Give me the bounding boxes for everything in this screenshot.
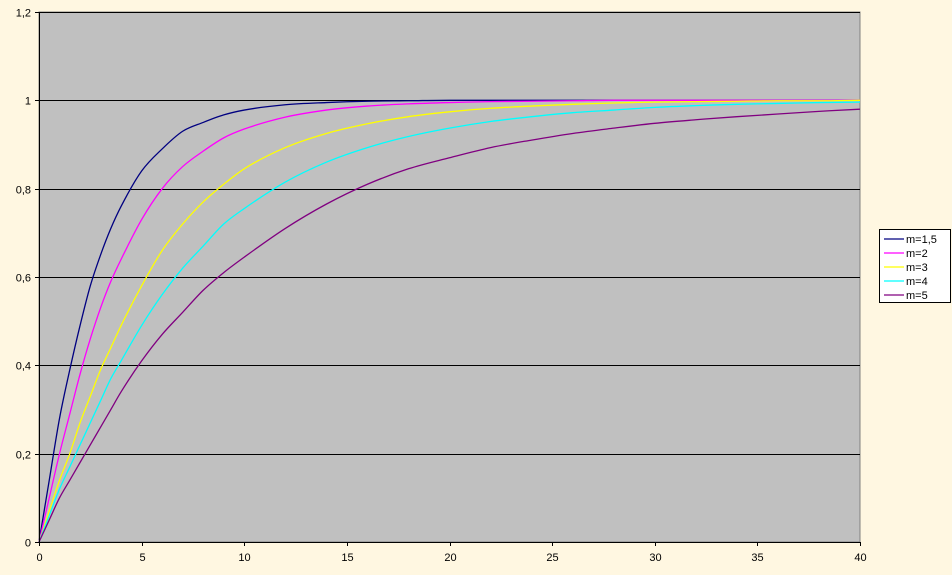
y-tick-label: 0,2 [16, 450, 31, 462]
series-line-5 [38, 108, 861, 543]
x-tick-label: 0 [36, 552, 42, 564]
y-tick-label: 0 [25, 538, 31, 550]
legend: m=1,5 m=2 m=3 m=4 m=5 [879, 229, 951, 303]
x-tick-label: 40 [854, 552, 866, 564]
series-line-3 [38, 99, 861, 543]
legend-label: m=1,5 [906, 234, 937, 246]
x-tick-label: 35 [751, 552, 763, 564]
x-tick-label: 30 [649, 552, 661, 564]
legend-box [879, 229, 951, 303]
x-tick-label: 5 [139, 552, 145, 564]
series-line-4 [38, 101, 861, 543]
legend-label: m=3 [906, 262, 928, 274]
x-tick-label: 20 [444, 552, 456, 564]
y-tick-label: 0,6 [16, 273, 31, 285]
x-tick-label: 10 [238, 552, 250, 564]
y-tick-label: 1,2 [16, 8, 31, 20]
x-tick-label: 25 [546, 552, 558, 564]
legend-label: m=5 [906, 290, 928, 302]
y-tick-label: 0,4 [16, 361, 31, 373]
legend-label: m=2 [906, 248, 928, 260]
legend-label: m=4 [906, 276, 928, 288]
series-line-2 [38, 99, 860, 543]
y-tick-label: 1 [25, 96, 31, 108]
x-tick-label: 15 [341, 552, 353, 564]
y-tick-label: 0,8 [16, 185, 31, 197]
